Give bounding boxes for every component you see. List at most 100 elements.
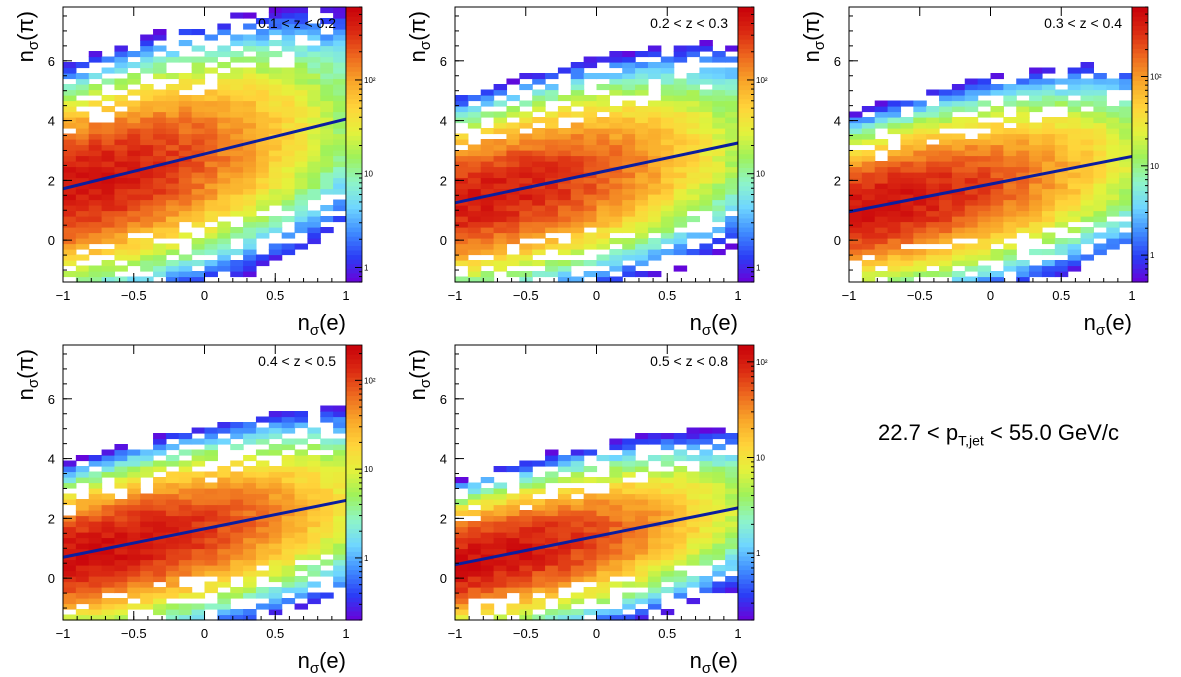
heatmap-cell [217, 205, 231, 212]
heatmap-cell [699, 455, 713, 462]
heatmap-cell [307, 139, 321, 146]
heatmap-cell [635, 532, 649, 539]
heatmap-cell [217, 537, 231, 544]
heatmap-cell [268, 84, 283, 91]
heatmap-cell [153, 227, 167, 234]
heatmap-cell [913, 117, 927, 124]
heatmap-cell [268, 18, 283, 25]
heatmap-cell [268, 199, 283, 206]
heatmap-cell [320, 183, 334, 190]
heatmap-cell [712, 466, 726, 473]
heatmap-cell [506, 576, 520, 583]
heatmap-cell [583, 95, 598, 102]
heatmap-cell [204, 51, 218, 58]
heatmap-cell [140, 238, 154, 245]
heatmap-cell [455, 216, 469, 223]
colorbar-step [738, 48, 754, 54]
heatmap-cell [480, 526, 495, 533]
heatmap-cell [990, 205, 1004, 212]
heatmap-cell [939, 100, 953, 107]
heatmap-cell [725, 515, 739, 522]
heatmap-cell [320, 188, 334, 195]
heatmap-cell [114, 537, 128, 544]
heatmap-cell [127, 188, 141, 195]
heatmap-cell [519, 232, 533, 239]
colorbar-step [738, 372, 754, 378]
heatmap-cell [570, 205, 585, 212]
heatmap-cell [243, 89, 257, 96]
heatmap-cell [519, 515, 533, 522]
heatmap-cell [493, 194, 508, 201]
heatmap-cell [467, 117, 482, 124]
heatmap-cell [673, 504, 688, 511]
heatmap-cell [1067, 84, 1082, 91]
heatmap-cell [990, 254, 1004, 261]
heatmap-cell [230, 265, 244, 272]
heatmap-cell [673, 576, 688, 583]
heatmap-cell [320, 117, 334, 124]
heatmap-cell [660, 433, 675, 440]
heatmap-cell [320, 56, 334, 63]
heatmap-cell [75, 227, 90, 234]
heatmap-cell [204, 449, 218, 456]
heatmap-cell [493, 249, 508, 256]
heatmap-cell [951, 117, 966, 124]
heatmap-cell [583, 128, 598, 135]
heatmap-cell [217, 543, 231, 550]
heatmap-cell [519, 172, 533, 179]
colorbar-step [346, 57, 362, 63]
heatmap-cell [874, 243, 889, 250]
heatmap-cell [255, 521, 270, 528]
heatmap-cell [1003, 260, 1017, 267]
heatmap-cell [900, 276, 914, 283]
heatmap-cell [622, 455, 636, 462]
heatmap-cell [243, 78, 257, 85]
heatmap-cell [545, 205, 559, 212]
heatmap-cell [926, 188, 940, 195]
colorbar-tick-label: 10 [1150, 162, 1159, 171]
heatmap-cell [178, 548, 193, 555]
heatmap-cell [88, 188, 103, 195]
heatmap-cell [455, 183, 469, 190]
colorbar-step [738, 445, 754, 452]
heatmap-cell [609, 493, 623, 500]
heatmap-cell [320, 543, 334, 550]
heatmap-cell [900, 177, 914, 184]
heatmap-cell [204, 493, 218, 500]
heatmap-cell [294, 455, 309, 462]
heatmap-cell [493, 565, 508, 572]
heatmap-cell [712, 161, 726, 168]
heatmap-cell [307, 460, 321, 467]
heatmap-cell [243, 73, 257, 80]
heatmap-cell [255, 139, 270, 146]
heatmap-cell [88, 227, 103, 234]
heatmap-cell [467, 271, 482, 278]
colorbar-step [346, 158, 362, 164]
y-tick-label: 6 [440, 392, 447, 407]
heatmap-cell [647, 227, 662, 234]
heatmap-cell [583, 62, 598, 69]
colorbar-step [1132, 20, 1148, 26]
heatmap-cell [532, 243, 546, 250]
heatmap-cell [165, 177, 180, 184]
heatmap-cell [204, 427, 218, 434]
colorbar-step [738, 199, 754, 205]
heatmap-cell [519, 559, 533, 566]
heatmap-cell [926, 172, 940, 179]
colorbar-step [1132, 7, 1148, 13]
heatmap-cell [455, 532, 469, 539]
colorbar-step [346, 84, 362, 91]
heatmap-cell [204, 183, 218, 190]
heatmap-cell [686, 188, 701, 195]
heatmap-cell [217, 260, 231, 267]
heatmap-cell [63, 249, 77, 256]
colorbar-step [346, 455, 362, 461]
heatmap-cell [127, 554, 141, 561]
heatmap-cell [467, 177, 482, 184]
heatmap-cell [75, 100, 90, 107]
heatmap-cell [545, 265, 559, 272]
heatmap-cell [294, 471, 309, 478]
heatmap-cell [1003, 128, 1017, 135]
heatmap-cell [480, 477, 495, 484]
heatmap-cell [63, 614, 77, 621]
